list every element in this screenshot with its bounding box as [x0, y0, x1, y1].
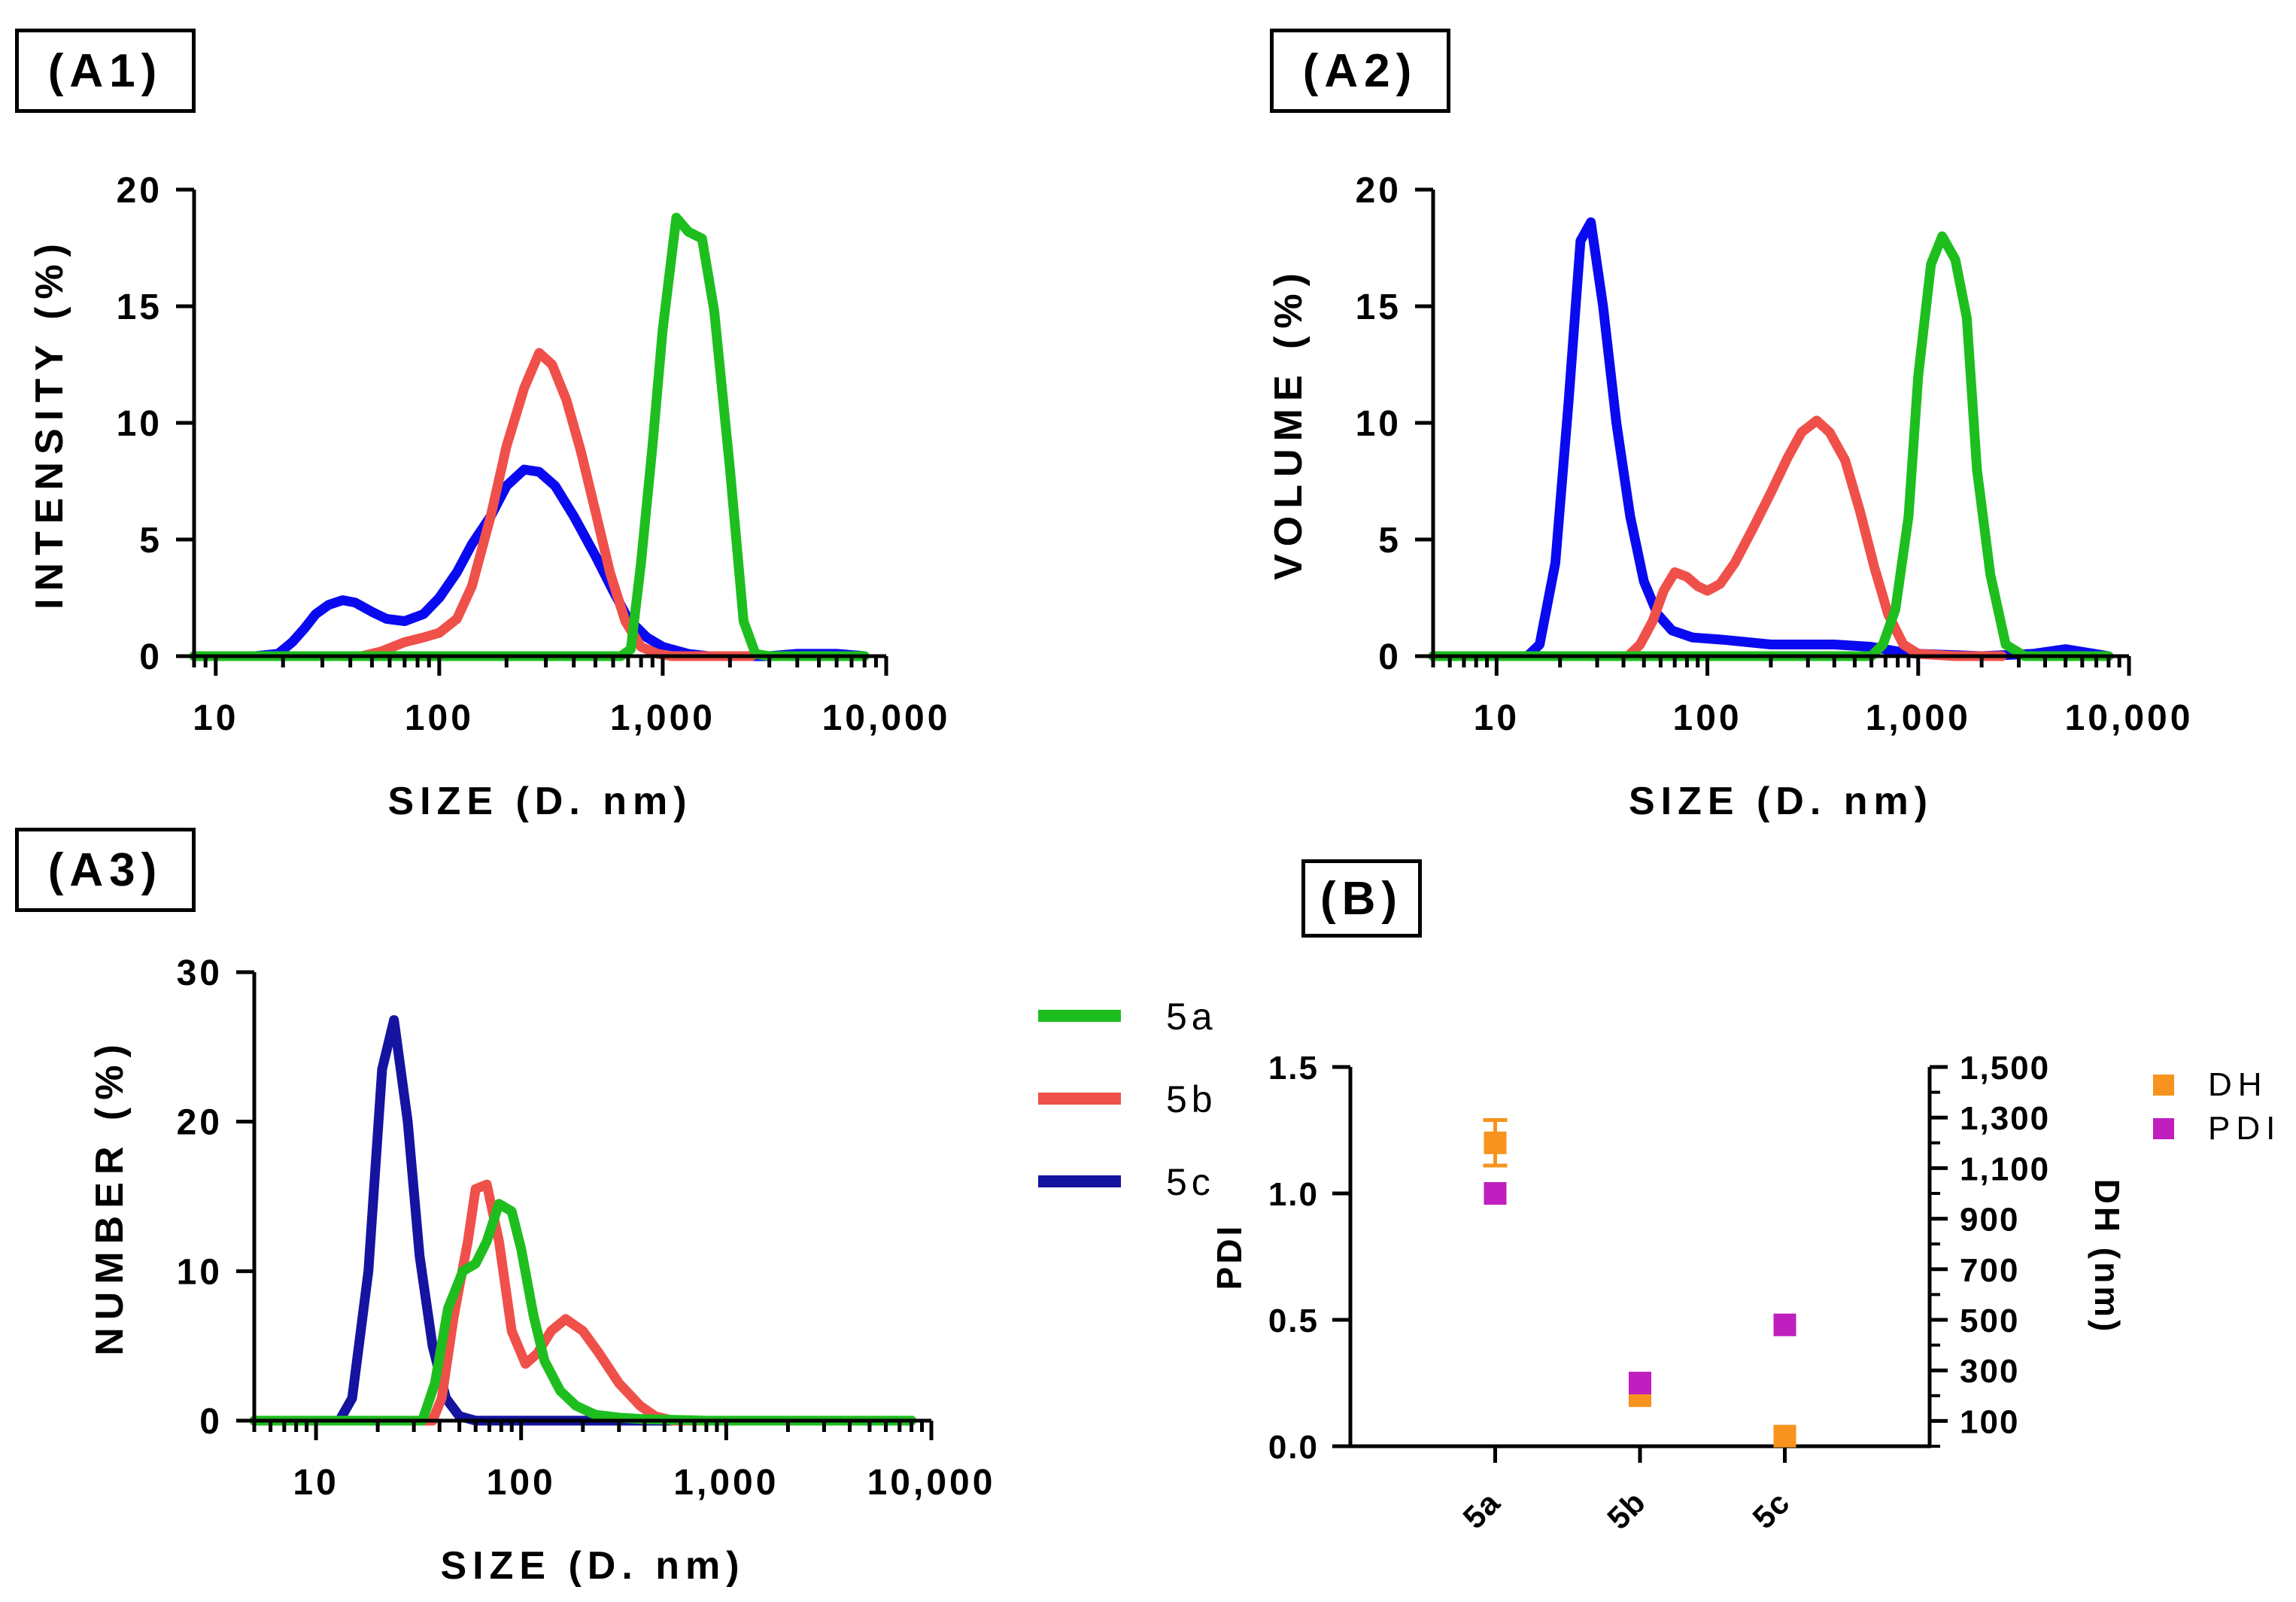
series-line-5a	[189, 212, 870, 661]
chart-b	[1332, 1065, 1948, 1463]
y-tick-label: 10	[177, 1252, 223, 1292]
x-axis-label: SIZE (D. nm)	[1629, 780, 1933, 823]
x-axis-label: SIZE (D. nm)	[387, 780, 692, 823]
x-tick-label: 1,000	[673, 1463, 779, 1503]
series-line-5c	[189, 464, 870, 661]
y-tick-label: 15	[1356, 287, 1402, 327]
chart-a1	[176, 187, 888, 676]
legend-label-5a: 5a	[1166, 996, 1217, 1038]
point-dh-5c	[1773, 1424, 1796, 1448]
y-tick-label: 20	[117, 171, 162, 211]
y-tick-label: 30	[177, 953, 223, 993]
chart-a3	[236, 970, 934, 1440]
point-dh-5a	[1484, 1131, 1507, 1154]
y2-tick-label: 900	[1960, 1202, 2019, 1239]
point-pdi-5b	[1629, 1372, 1651, 1394]
x-axis-label: SIZE (D. nm)	[440, 1544, 745, 1588]
x-tick-label: 100	[1673, 698, 1742, 738]
legend-b-label: PDI	[2208, 1110, 2281, 1147]
panel-label-a2: (A2)	[1270, 29, 1450, 113]
x-tick-label: 1,000	[610, 698, 715, 738]
series-line-5a	[1428, 231, 2114, 661]
y-tick-label: 10	[117, 404, 162, 444]
y-axis-label: VOLUME (%)	[1267, 266, 1310, 580]
y-tick-label: 0.5	[1268, 1303, 1319, 1339]
y-tick-label: 20	[1356, 171, 1402, 211]
y2-tick-label: 1,100	[1960, 1151, 2050, 1187]
y2-tick-label: 1,500	[1960, 1050, 2050, 1087]
y-axis-label: INTENSITY (%)	[28, 236, 71, 609]
x-tick-label: 10,000	[867, 1463, 996, 1503]
y-tick-label: 15	[117, 287, 162, 327]
legend-label-5c: 5c	[1166, 1161, 1215, 1203]
series-line-5b	[249, 1179, 917, 1426]
y-tick-label: 1.0	[1268, 1176, 1319, 1213]
x-tick-label: 10,000	[822, 698, 951, 738]
series-line-5b	[189, 348, 757, 661]
legend-label-5b: 5b	[1166, 1078, 1217, 1120]
panel-label-a1: (A1)	[15, 29, 196, 113]
y-tick-label: 20	[177, 1103, 223, 1143]
y-tick-label: 0	[1378, 637, 1402, 677]
y-tick-label: 5	[1378, 521, 1402, 561]
x-tick-label: 100	[487, 1463, 556, 1503]
y-axis-label: PDI	[1210, 1224, 1249, 1290]
chart-a2	[1415, 187, 2131, 676]
series-line-5b	[1428, 415, 2007, 661]
legend-b-label: DH	[2208, 1066, 2268, 1103]
point-pdi-5a	[1484, 1182, 1507, 1205]
y2-axis-label: DH (nm)	[2088, 1179, 2127, 1335]
y2-tick-label: 1,300	[1960, 1100, 2050, 1137]
y-tick-label: 5	[139, 521, 162, 561]
x-tick-label: 100	[405, 698, 474, 738]
y2-tick-label: 700	[1960, 1252, 2019, 1289]
x-tick-label: 10	[193, 698, 238, 738]
x-tick-label: 10	[293, 1463, 339, 1503]
series-line-5c	[249, 1015, 917, 1426]
x-tick-label: 5b	[1600, 1484, 1652, 1536]
y-tick-label: 0	[199, 1402, 223, 1442]
series-line-5a	[249, 1199, 917, 1426]
panel-label-b: (B)	[1301, 859, 1422, 938]
legend-b-swatch-pdi	[2153, 1118, 2174, 1139]
y-axis-label: NUMBER (%)	[88, 1037, 132, 1356]
x-tick-label: 5a	[1456, 1485, 1507, 1536]
x-tick-label: 10	[1474, 698, 1520, 738]
y-tick-label: 0.0	[1268, 1429, 1319, 1466]
point-pdi-5c	[1773, 1313, 1796, 1336]
y-tick-label: 1.5	[1268, 1050, 1319, 1087]
x-tick-label: 1,000	[1866, 698, 1971, 738]
x-tick-label: 10,000	[2065, 698, 2194, 738]
series-line-5c	[1428, 217, 2114, 661]
y2-tick-label: 300	[1960, 1353, 2019, 1390]
y-tick-label: 0	[139, 637, 162, 677]
panel-label-a3: (A3)	[15, 828, 196, 912]
y2-tick-label: 500	[1960, 1303, 2019, 1339]
x-tick-label: 5c	[1745, 1485, 1796, 1536]
y-tick-label: 10	[1356, 404, 1402, 444]
legend-b-swatch-dh	[2153, 1075, 2174, 1096]
y2-tick-label: 100	[1960, 1403, 2019, 1440]
